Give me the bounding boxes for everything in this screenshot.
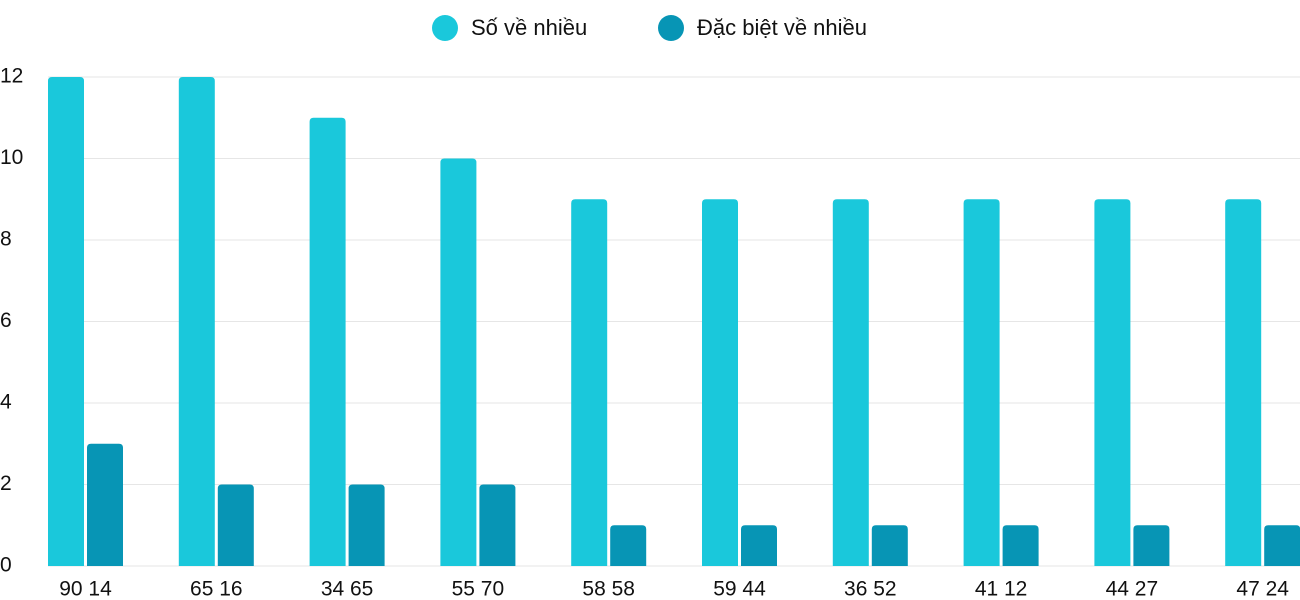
bar [87, 443, 123, 566]
legend-label: Đặc biệt về nhiều [697, 15, 867, 40]
bar [1264, 525, 1300, 566]
bar [871, 525, 908, 566]
bar [309, 117, 346, 566]
bar [741, 525, 777, 566]
y-tick-label: 8 [0, 228, 12, 251]
x-tick-label: 58 58 [582, 578, 635, 600]
x-tick-label: 44 27 [1106, 578, 1159, 600]
x-tick-label: 90 14 [59, 578, 112, 600]
bar [1133, 525, 1170, 566]
y-tick-label: 2 [0, 472, 12, 495]
bar [1002, 525, 1039, 566]
bar [217, 484, 254, 566]
y-tick-label: 4 [0, 391, 12, 414]
bar [348, 484, 385, 566]
legend-label: Số về nhiều [471, 15, 587, 40]
bar [440, 158, 477, 566]
bar [702, 199, 738, 566]
y-tick-label: 10 [0, 146, 23, 169]
bar [832, 199, 869, 566]
x-tick-label: 59 44 [713, 578, 766, 600]
x-tick-label: 47 24 [1236, 578, 1289, 600]
legend-swatch [658, 15, 684, 41]
bar [479, 484, 516, 566]
x-tick-label: 36 52 [844, 578, 897, 600]
x-tick-label: 34 65 [321, 578, 374, 600]
bar [571, 199, 608, 566]
bar [1225, 199, 1262, 566]
y-tick-label: 0 [0, 554, 12, 577]
y-tick-label: 6 [0, 309, 12, 332]
x-tick-label: 55 70 [452, 578, 505, 600]
x-tick-label: 41 12 [975, 578, 1028, 600]
bar [1094, 199, 1131, 566]
bar [48, 77, 84, 566]
x-tick-label: 65 16 [190, 578, 243, 600]
bar [963, 199, 1000, 566]
legend-swatch [432, 15, 458, 41]
bar [178, 77, 215, 566]
y-tick-label: 12 [0, 65, 23, 88]
bar [610, 525, 647, 566]
